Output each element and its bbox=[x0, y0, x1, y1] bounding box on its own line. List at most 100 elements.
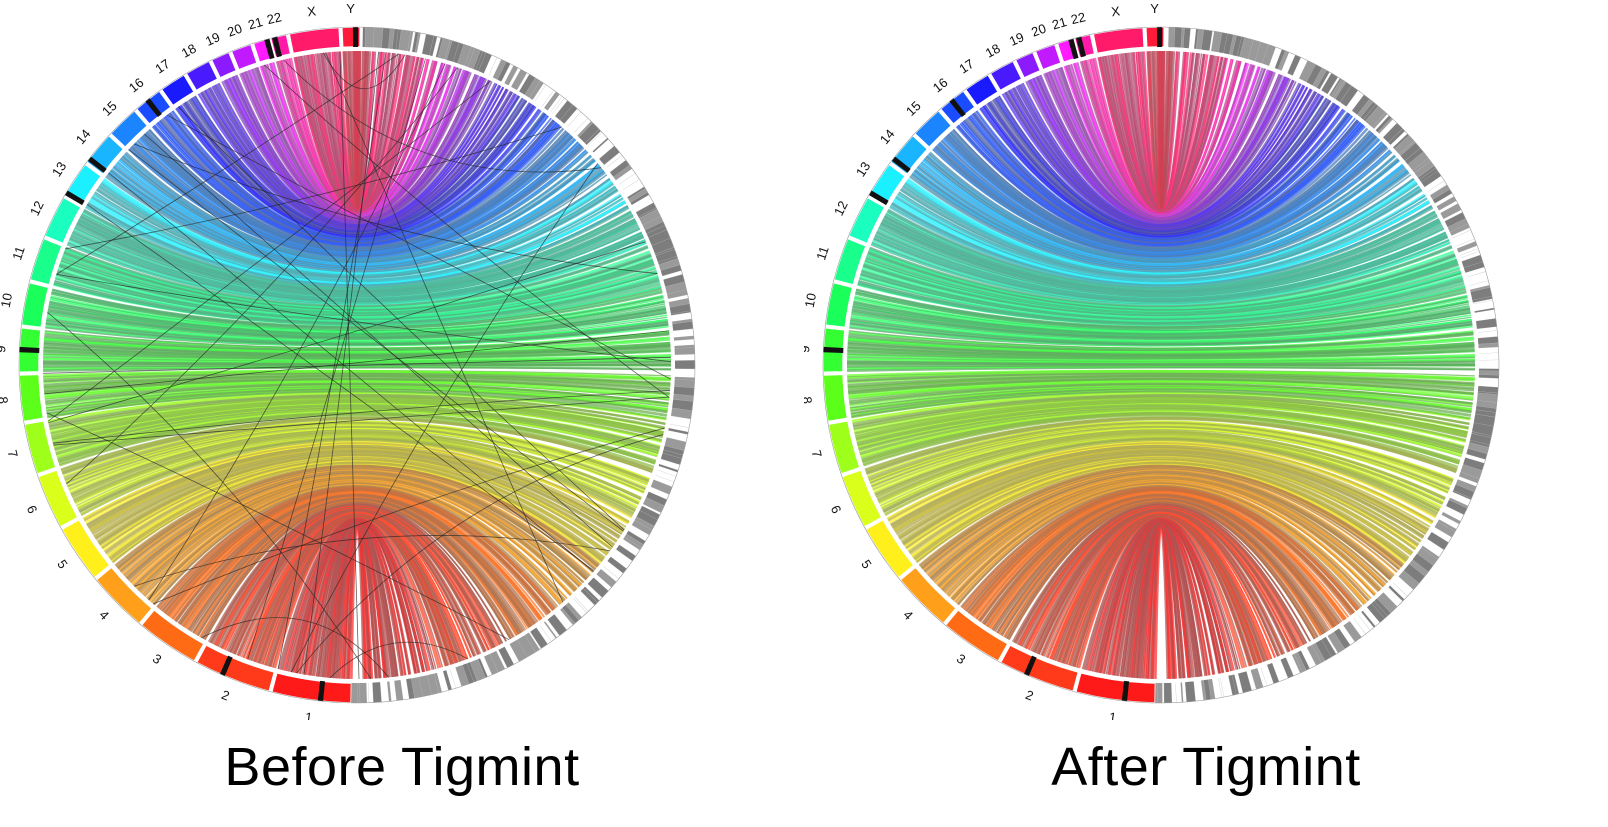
assembly-scaffold bbox=[453, 42, 464, 64]
assembly-scaffold bbox=[509, 639, 528, 662]
assembly-scaffold bbox=[450, 667, 462, 689]
assembly-scaffold bbox=[1441, 512, 1461, 524]
assembly-scaffold bbox=[470, 659, 486, 681]
alignment-link bbox=[45, 325, 669, 347]
alignment-link bbox=[857, 282, 1465, 326]
assembly-scaffold bbox=[674, 347, 695, 355]
alignment-link bbox=[44, 333, 670, 352]
assembly-scaffold bbox=[1377, 117, 1393, 134]
assembly-scaffold bbox=[437, 671, 449, 693]
assembly-scaffold bbox=[1418, 165, 1436, 180]
assembly-scaffold bbox=[473, 50, 483, 70]
assembly-scaffold bbox=[627, 186, 646, 199]
assembly-scaffold bbox=[1306, 64, 1322, 86]
assembly-scaffold bbox=[1452, 230, 1475, 247]
assembly-scaffold bbox=[1292, 653, 1303, 673]
misassembly-link bbox=[133, 143, 658, 274]
chromosome-label: 3 bbox=[150, 651, 164, 667]
assembly-scaffold bbox=[655, 470, 677, 482]
alignment-link bbox=[103, 458, 609, 555]
assembly-scaffold bbox=[489, 650, 505, 673]
assembly-scaffold bbox=[1417, 547, 1438, 566]
assembly-scaffold bbox=[613, 165, 632, 181]
assembly-scaffold bbox=[1478, 342, 1499, 348]
assembly-scaffold bbox=[1476, 326, 1498, 333]
assembly-scaffold bbox=[672, 399, 694, 411]
assembly-scaffold bbox=[642, 504, 661, 515]
assembly-scaffold bbox=[1394, 135, 1414, 155]
assembly-scaffold bbox=[1311, 643, 1325, 663]
assembly-scaffold bbox=[1478, 377, 1499, 388]
assembly-scaffold bbox=[407, 31, 413, 52]
chromosome-label: 10 bbox=[0, 292, 15, 309]
assembly-scaffold bbox=[409, 31, 416, 52]
alignment-link bbox=[950, 481, 1369, 602]
assembly-scaffold bbox=[1260, 664, 1274, 686]
alignment-link bbox=[46, 318, 669, 344]
assembly-scaffold bbox=[564, 108, 581, 127]
assembly-scaffold bbox=[1234, 673, 1243, 694]
alignment-link bbox=[48, 393, 666, 425]
alignment-link bbox=[97, 453, 616, 546]
assembly-scaffold bbox=[1371, 601, 1388, 619]
alignment-link bbox=[847, 349, 1475, 359]
assembly-scaffold bbox=[623, 537, 642, 550]
assembly-scaffold bbox=[1463, 261, 1485, 273]
assembly-scaffold bbox=[519, 74, 536, 95]
assembly-scaffold bbox=[1400, 142, 1421, 161]
assembly-scaffold bbox=[1478, 347, 1499, 354]
assembly-scaffold bbox=[660, 264, 682, 276]
assembly-scaffold bbox=[1327, 632, 1345, 653]
assembly-scaffold bbox=[412, 32, 419, 53]
alignment-link bbox=[847, 372, 1475, 385]
assembly-scaffold bbox=[1450, 491, 1471, 506]
assembly-scaffold bbox=[674, 344, 695, 349]
assembly-scaffold bbox=[645, 221, 665, 234]
centromere-mark bbox=[19, 346, 40, 353]
assembly-scaffold bbox=[388, 28, 395, 49]
alignment-link bbox=[907, 458, 1413, 555]
assembly-scaffold bbox=[1285, 654, 1301, 676]
assembly-scaffold bbox=[1443, 209, 1463, 222]
assembly-scaffold bbox=[1419, 168, 1438, 183]
assembly-scaffold bbox=[1171, 682, 1177, 703]
assembly-scaffold bbox=[1466, 448, 1488, 460]
chromosome-label: 14 bbox=[877, 126, 898, 147]
alignment-link bbox=[853, 300, 1469, 335]
chromosome-label: 1 bbox=[1108, 709, 1117, 720]
assembly-scaffold bbox=[643, 497, 665, 513]
misassembly-link bbox=[283, 59, 602, 173]
assembly-scaffold bbox=[1274, 49, 1286, 70]
assembly-scaffold bbox=[1363, 104, 1379, 122]
assembly-scaffold bbox=[1468, 280, 1490, 290]
assembly-scaffold bbox=[1472, 296, 1493, 303]
assembly-scaffold bbox=[619, 539, 640, 556]
misassembly-link bbox=[43, 356, 671, 374]
misassembly-link bbox=[56, 53, 400, 275]
chromosome-segment-x bbox=[288, 26, 341, 55]
alignment-link bbox=[46, 314, 668, 341]
chromosome-label: 6 bbox=[828, 503, 845, 516]
assembly-scaffold bbox=[568, 598, 587, 618]
assembly-scaffold bbox=[1180, 682, 1184, 703]
assembly-scaffold bbox=[646, 491, 667, 506]
assembly-scaffold bbox=[1390, 582, 1408, 600]
misassembly-link bbox=[134, 535, 611, 587]
assembly-scaffold bbox=[419, 675, 432, 697]
assembly-scaffold bbox=[631, 520, 652, 535]
assembly-scaffold bbox=[1388, 585, 1405, 602]
assembly-scaffold bbox=[536, 625, 552, 645]
assembly-scaffold bbox=[587, 577, 609, 598]
alignment-link bbox=[850, 314, 1472, 341]
assembly-scaffold bbox=[1321, 73, 1338, 94]
assembly-scaffold bbox=[1188, 28, 1197, 49]
alignment-link bbox=[849, 384, 1473, 407]
assembly-scaffold bbox=[1175, 682, 1182, 703]
assembly-scaffold bbox=[634, 516, 655, 530]
assembly-scaffold bbox=[1346, 90, 1364, 111]
assembly-scaffold bbox=[1155, 682, 1158, 703]
alignment-link bbox=[852, 393, 1470, 425]
chromosome-label: 2 bbox=[1023, 687, 1035, 704]
assembly-scaffold bbox=[668, 428, 689, 435]
